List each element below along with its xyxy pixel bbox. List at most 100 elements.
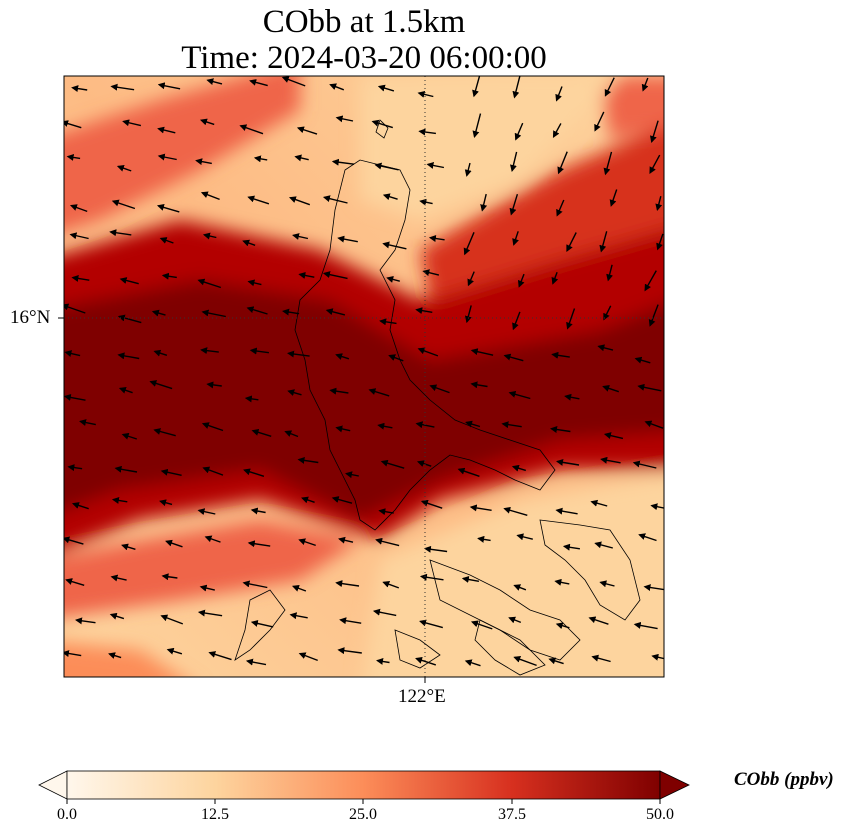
- wind-arrow: [71, 502, 89, 510]
- wind-arrow: [588, 616, 609, 625]
- wind-arrow: [298, 652, 318, 662]
- wind-arrow: [114, 465, 138, 473]
- wind-arrow: [501, 421, 522, 429]
- wind-arrow: [372, 608, 397, 617]
- wind-arrow: [554, 578, 570, 586]
- wind-arrow: [294, 154, 309, 162]
- wind-arrow: [110, 574, 127, 582]
- wind-arrow: [244, 395, 259, 403]
- wind-vectors: [64, 76, 664, 667]
- wind-arrow: [249, 347, 269, 355]
- wind-arrow: [79, 419, 96, 426]
- wind-arrow: [632, 460, 657, 469]
- wind-arrow: [67, 464, 83, 472]
- wind-arrow: [122, 119, 142, 127]
- wind-arrow: [335, 353, 350, 360]
- wind-arrow: [503, 353, 524, 362]
- wind-arrow: [253, 155, 268, 163]
- wind-arrow: [157, 82, 181, 90]
- wind-arrow: [149, 380, 173, 390]
- wind-arrow: [417, 90, 434, 98]
- wind-arrow: [637, 383, 662, 392]
- wind-arrow: [160, 614, 184, 625]
- wind-arrow: [380, 459, 405, 469]
- wind-arrow: [161, 272, 177, 280]
- wind-arrow: [250, 620, 274, 628]
- wind-arrow: [335, 115, 354, 123]
- wind-arrow: [428, 235, 445, 242]
- wind-arrow: [249, 78, 268, 87]
- wind-arrow: [197, 508, 216, 516]
- wind-arrow: [159, 499, 173, 507]
- wind-arrow: [419, 198, 433, 206]
- wind-arrow: [291, 585, 307, 592]
- wind-arrow: [322, 195, 348, 204]
- wind-arrow: [153, 428, 176, 437]
- wind-arrow: [66, 153, 81, 161]
- wind-arrow: [426, 162, 445, 169]
- wind-arrow: [243, 468, 265, 477]
- wind-arrow: [509, 193, 519, 216]
- wind-arrow: [644, 270, 657, 292]
- wind-arrow: [649, 154, 661, 175]
- wind-arrow: [297, 456, 319, 464]
- wind-arrow: [202, 232, 217, 240]
- wind-arrow: [69, 204, 88, 213]
- wind-arrow: [298, 538, 316, 547]
- wind-arrow: [556, 199, 565, 217]
- wind-arrow: [566, 308, 576, 330]
- wind-arrow: [287, 350, 310, 358]
- wind-arrow: [251, 428, 272, 437]
- wind-arrow: [247, 540, 271, 548]
- wind-arrow: [206, 78, 223, 85]
- wind-arrow: [418, 128, 436, 136]
- wind-arrow: [64, 536, 84, 545]
- wind-arrow: [548, 657, 564, 665]
- wind-arrow: [512, 231, 519, 246]
- wind-arrow: [378, 508, 394, 516]
- wind-arrow: [377, 84, 395, 92]
- wind-arrow: [329, 83, 345, 91]
- wind-arrow: [382, 580, 400, 589]
- colorbar-max-extend: [659, 770, 690, 800]
- colorbar-tick-label: 50.0: [646, 806, 674, 823]
- wind-arrow: [512, 76, 521, 99]
- wind-arrow: [603, 305, 612, 321]
- wind-arrow: [118, 386, 133, 394]
- wind-arrow: [551, 351, 570, 359]
- wind-arrow: [371, 119, 394, 129]
- wind-arrow: [288, 196, 311, 206]
- wind-arrow: [69, 232, 89, 240]
- wind-arrow: [195, 158, 212, 166]
- wind-arrow: [415, 307, 433, 315]
- wind-arrow: [514, 122, 524, 141]
- wind-arrow: [556, 458, 580, 466]
- wind-arrow: [562, 543, 581, 551]
- wind-arrow: [199, 118, 215, 126]
- wind-arrow: [64, 303, 86, 314]
- wind-arrow: [644, 420, 664, 429]
- wind-arrow: [117, 352, 140, 360]
- wind-arrow: [204, 535, 221, 543]
- wind-arrow: [337, 647, 362, 655]
- wind-arrow: [245, 658, 267, 666]
- wind-arrow: [602, 385, 620, 393]
- wind-arrow: [331, 496, 353, 504]
- wind-arrow: [555, 507, 578, 515]
- wind-arrow: [111, 497, 128, 504]
- colorbar-tick-label: 12.5: [201, 806, 229, 823]
- wind-arrow: [153, 349, 168, 357]
- wind-arrow: [339, 617, 362, 625]
- wind-arrow: [656, 233, 664, 251]
- wind-arrow: [292, 233, 309, 240]
- wind-arrow: [512, 311, 521, 331]
- wind-arrow: [513, 584, 527, 591]
- wind-arrow: [202, 466, 224, 476]
- lon-tick-label: 122°E: [398, 686, 446, 707]
- wind-arrow: [633, 621, 658, 630]
- wind-arrow: [65, 578, 85, 586]
- wind-arrow: [197, 609, 223, 617]
- map-field: [64, 76, 664, 677]
- wind-arrow: [415, 421, 435, 429]
